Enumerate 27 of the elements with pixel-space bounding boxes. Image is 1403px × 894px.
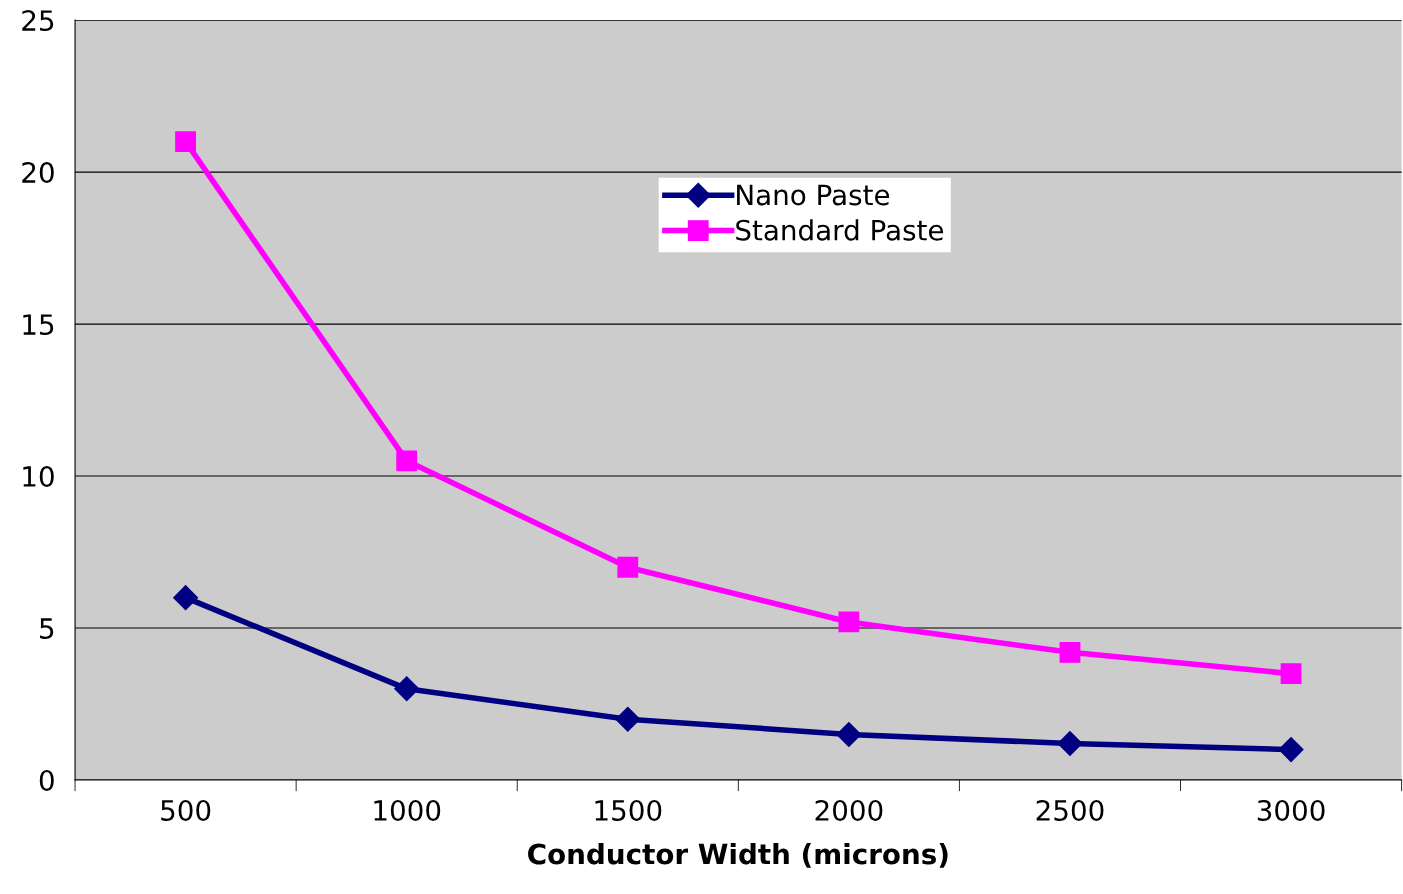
point <box>617 556 639 578</box>
x-tick-label: 1000 <box>374 799 441 821</box>
x-tick-label: 500 <box>161 799 211 821</box>
y-tick-label: 20 <box>22 162 54 184</box>
point <box>838 611 860 633</box>
point <box>1059 641 1081 663</box>
point <box>615 706 641 732</box>
point <box>1278 737 1304 763</box>
legend-label: Nano Paste <box>737 184 890 206</box>
point <box>175 131 197 153</box>
y-tick-label: 10 <box>23 465 54 487</box>
x-axis-title: Conductor Width (microns) <box>528 843 948 868</box>
x-tick-label: 2000 <box>815 799 883 821</box>
x-tick-label: 2500 <box>1036 799 1104 821</box>
x-tick-label: 3000 <box>1257 799 1325 821</box>
point <box>396 450 418 472</box>
y-tick-label: 25 <box>22 10 54 32</box>
legend-label: Standard Paste <box>736 219 944 241</box>
point <box>836 721 862 747</box>
y-tick-label: 0 <box>39 769 54 791</box>
point <box>394 676 420 702</box>
point <box>1280 663 1302 685</box>
point <box>1057 731 1083 757</box>
point <box>173 585 199 611</box>
y-tick-label: 5 <box>40 618 54 639</box>
y-tick-label: 15 <box>23 314 54 336</box>
x-tick-label: 1500 <box>595 799 662 821</box>
